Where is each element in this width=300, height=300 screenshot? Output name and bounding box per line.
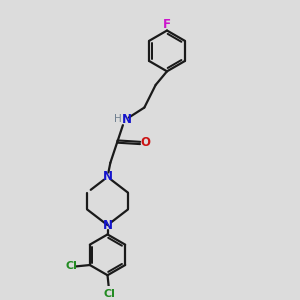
Text: N: N xyxy=(122,113,132,126)
Text: N: N xyxy=(103,170,112,184)
Text: O: O xyxy=(141,136,151,149)
Text: H: H xyxy=(114,114,122,124)
Text: F: F xyxy=(163,18,171,31)
Text: N: N xyxy=(103,219,112,232)
Text: Cl: Cl xyxy=(65,261,77,272)
Text: Cl: Cl xyxy=(103,289,116,298)
